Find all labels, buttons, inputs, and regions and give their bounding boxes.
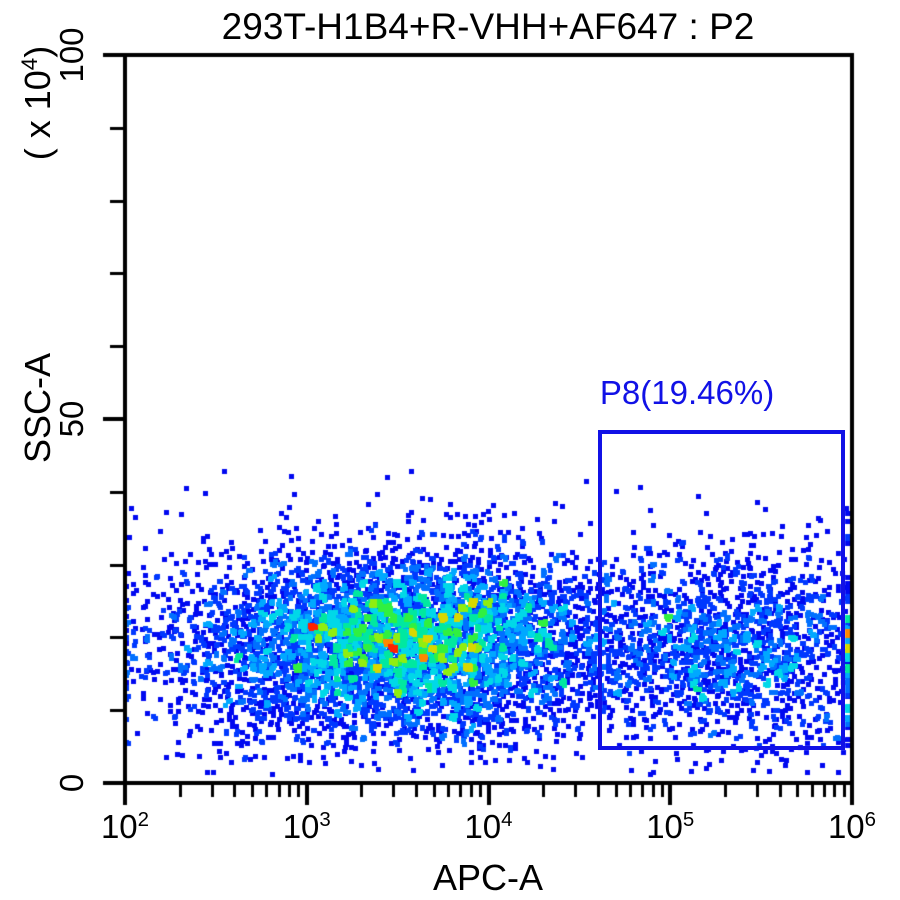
x-axis-label: APC-A (432, 857, 544, 898)
x-tick-label-1e5: 105 (646, 808, 695, 845)
plot-title: 293T-H1B4+R-VHH+AF647 : P2 (221, 6, 755, 47)
y-scale-exponent: 4 (17, 57, 42, 71)
y-tick-label-100: 100 (53, 27, 90, 83)
gate-P8-label[interactable]: P8(19.46%) (599, 373, 775, 411)
y-tick-label-50: 50 (53, 400, 90, 438)
x-tick-label-1e4: 104 (464, 808, 513, 845)
y-scale-suffix: ) (17, 45, 58, 58)
x-tick-label-1e6: 106 (827, 808, 877, 845)
gate-P8-region[interactable] (597, 429, 846, 751)
y-tick-label-0: 0 (53, 773, 90, 793)
x-tick-label-1e3: 103 (282, 808, 331, 845)
y-scale-prefix: ( x 10 (17, 70, 58, 161)
x-tick-label-1e2: 102 (100, 808, 150, 845)
